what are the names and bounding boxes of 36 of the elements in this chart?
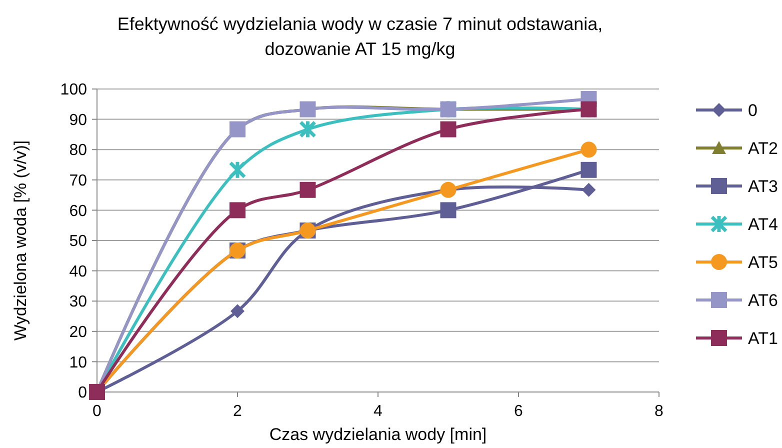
x-tick-label: 6: [514, 403, 524, 420]
legend-label: AT1: [748, 328, 778, 348]
legend-label: AT4: [748, 214, 778, 234]
point: [440, 121, 456, 138]
y-tick-label: 90: [69, 112, 88, 129]
point: [299, 120, 316, 140]
y-axis-title: Wydzielona woda [% (v/v)]: [11, 140, 30, 341]
legend-label: AT3: [748, 176, 778, 196]
point: [440, 202, 456, 218]
y-tick-label: 60: [69, 202, 88, 220]
y-tick-label: 50: [69, 233, 88, 250]
x-tick-label: 2: [233, 403, 242, 420]
legend-label: AT6: [748, 290, 778, 310]
y-tick-label: 70: [69, 172, 88, 190]
point: [228, 160, 246, 180]
point: [300, 182, 316, 198]
y-tick-label: 40: [69, 263, 88, 280]
y-tick-label: 80: [69, 142, 88, 160]
chart-title: Efektywność wydzielania wody w czasie 7 minut odstawania, dozowanie AT 15 mg/kg: [117, 14, 603, 59]
x-tick-label: 4: [374, 403, 383, 420]
point: [580, 162, 597, 178]
point: [582, 182, 596, 197]
y-tick-label: 10: [69, 354, 88, 372]
y-tick-label: 0: [78, 384, 88, 402]
x-tick-label: 8: [654, 403, 664, 420]
y-tick-label: 30: [69, 294, 88, 311]
x-tick-label: 0: [92, 403, 102, 420]
x-axis-title: Czas wydzielania wody [min]: [269, 425, 487, 444]
legend-label: 0: [748, 100, 758, 120]
legend-label: AT5: [748, 252, 778, 272]
legend-label: AT2: [748, 138, 778, 158]
point: [580, 142, 597, 158]
point: [230, 202, 246, 218]
point: [230, 304, 244, 318]
y-tick-label: 20: [69, 324, 88, 341]
y-tick-label: 100: [60, 82, 88, 99]
